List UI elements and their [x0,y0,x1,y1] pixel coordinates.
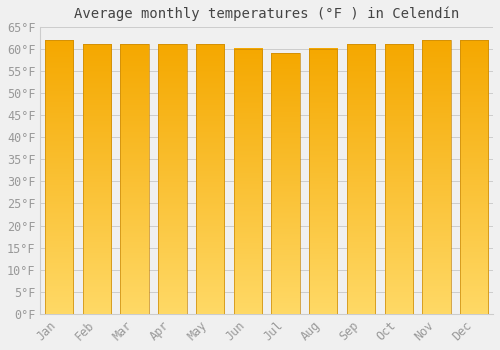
Bar [384,44,413,314]
Bar [234,49,262,314]
Title: Average monthly temperatures (°F ) in Celendín: Average monthly temperatures (°F ) in Ce… [74,7,460,21]
Bar [83,44,111,314]
Bar [309,49,338,314]
Bar [422,40,450,314]
Bar [460,40,488,314]
Bar [158,44,186,314]
Bar [196,44,224,314]
Bar [347,44,375,314]
Bar [272,53,299,314]
Bar [45,40,74,314]
Bar [120,44,149,314]
